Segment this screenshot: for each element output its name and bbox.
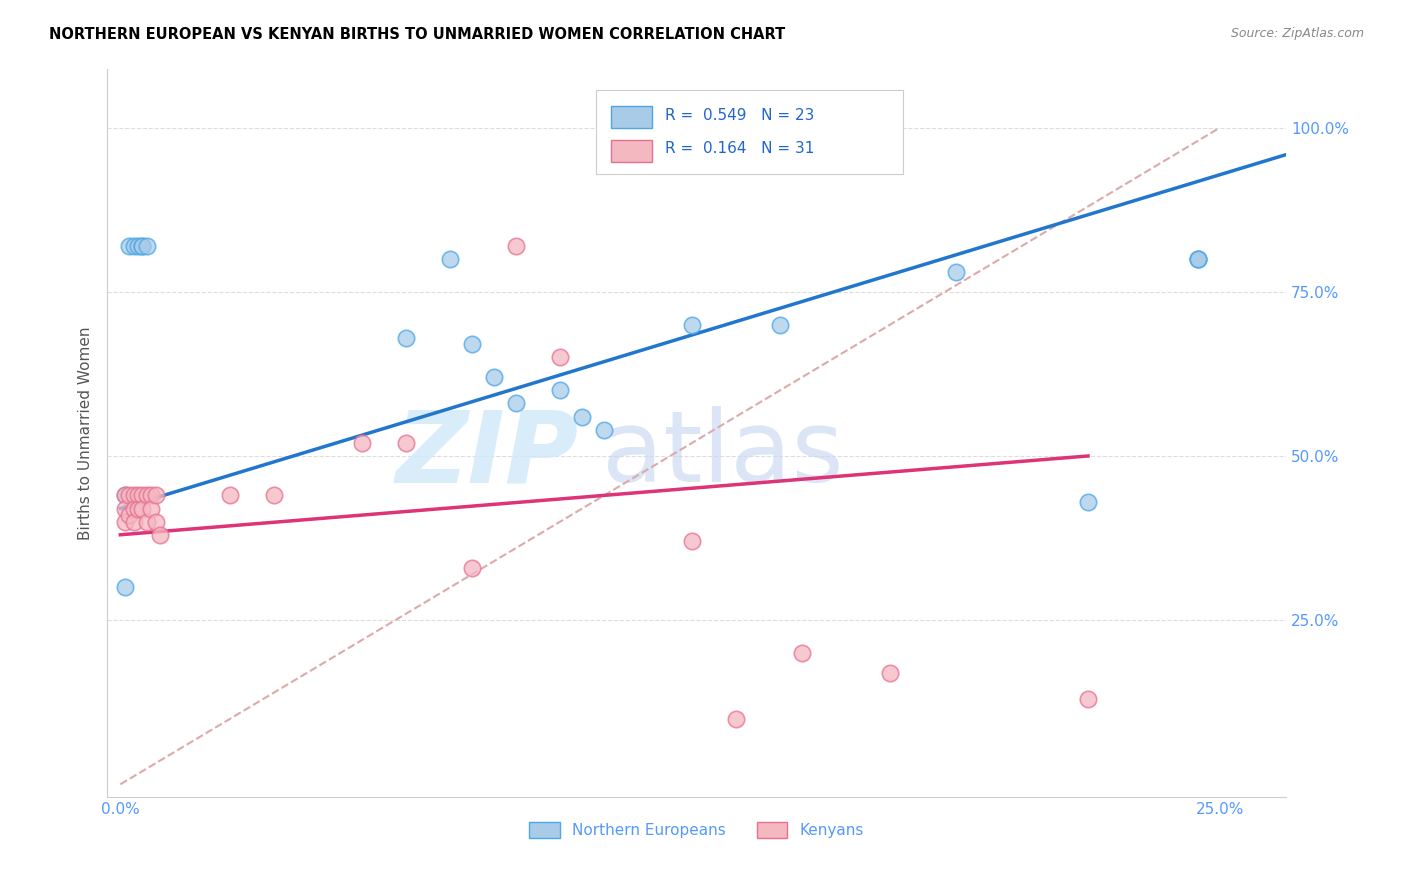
Text: R =  0.549   N = 23: R = 0.549 N = 23 bbox=[665, 109, 814, 123]
Point bbox=[114, 515, 136, 529]
Point bbox=[118, 508, 141, 522]
Point bbox=[127, 239, 149, 253]
Point bbox=[792, 646, 814, 660]
Point bbox=[571, 409, 593, 424]
Bar bbox=[610, 106, 652, 128]
Point bbox=[461, 560, 484, 574]
Point bbox=[135, 239, 157, 253]
Point bbox=[131, 488, 153, 502]
Point bbox=[1187, 252, 1209, 266]
Point bbox=[131, 239, 153, 253]
Point bbox=[114, 488, 136, 502]
Point bbox=[139, 501, 162, 516]
Text: Source: ZipAtlas.com: Source: ZipAtlas.com bbox=[1230, 27, 1364, 40]
Point bbox=[769, 318, 792, 332]
Text: R =  0.164   N = 31: R = 0.164 N = 31 bbox=[665, 141, 814, 156]
Point bbox=[145, 488, 167, 502]
Point bbox=[122, 515, 145, 529]
Point bbox=[118, 239, 141, 253]
Point bbox=[145, 515, 167, 529]
Point bbox=[945, 265, 967, 279]
Point bbox=[439, 252, 461, 266]
Point bbox=[879, 665, 901, 680]
Point bbox=[127, 501, 149, 516]
Point bbox=[149, 528, 172, 542]
Point bbox=[505, 239, 527, 253]
Point bbox=[484, 370, 506, 384]
Point bbox=[1077, 495, 1099, 509]
Point bbox=[219, 488, 242, 502]
Point bbox=[548, 351, 571, 365]
Bar bbox=[596, 90, 903, 174]
Point bbox=[114, 580, 136, 594]
Point bbox=[131, 501, 153, 516]
Point bbox=[139, 488, 162, 502]
Point bbox=[461, 337, 484, 351]
Text: atlas: atlas bbox=[602, 407, 844, 503]
Point bbox=[395, 435, 418, 450]
Point bbox=[352, 435, 374, 450]
Point bbox=[1077, 692, 1099, 706]
Point bbox=[135, 515, 157, 529]
Point bbox=[1187, 252, 1209, 266]
Point bbox=[122, 239, 145, 253]
Point bbox=[681, 318, 703, 332]
Point bbox=[505, 396, 527, 410]
Text: ZIP: ZIP bbox=[395, 407, 579, 503]
Point bbox=[127, 488, 149, 502]
Point bbox=[681, 534, 703, 549]
Text: NORTHERN EUROPEAN VS KENYAN BIRTHS TO UNMARRIED WOMEN CORRELATION CHART: NORTHERN EUROPEAN VS KENYAN BIRTHS TO UN… bbox=[49, 27, 786, 42]
Point bbox=[122, 501, 145, 516]
Point bbox=[725, 712, 748, 726]
Y-axis label: Births to Unmarried Women: Births to Unmarried Women bbox=[79, 326, 93, 540]
Point bbox=[593, 423, 616, 437]
Point bbox=[135, 488, 157, 502]
Point bbox=[118, 488, 141, 502]
Point bbox=[548, 384, 571, 398]
Bar bbox=[610, 140, 652, 161]
Legend: Northern Europeans, Kenyans: Northern Europeans, Kenyans bbox=[523, 816, 870, 845]
Point bbox=[1187, 252, 1209, 266]
Point bbox=[131, 239, 153, 253]
Point bbox=[122, 488, 145, 502]
Point bbox=[395, 331, 418, 345]
Point bbox=[114, 488, 136, 502]
Point bbox=[114, 501, 136, 516]
Point bbox=[263, 488, 285, 502]
